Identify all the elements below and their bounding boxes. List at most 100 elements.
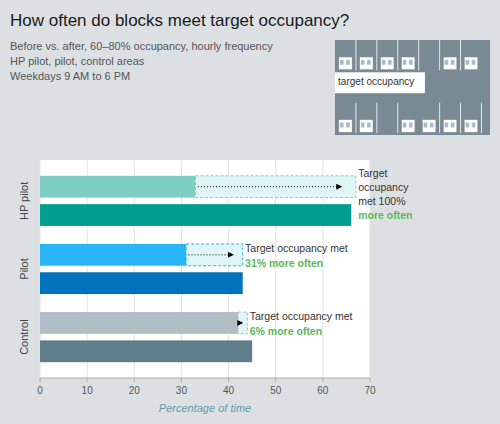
car-window <box>340 123 344 128</box>
tick-mark <box>370 378 371 382</box>
car-window <box>465 60 469 65</box>
tick-mark <box>181 378 182 382</box>
annotation: occupancy <box>358 181 409 193</box>
annotation: Target <box>358 167 387 179</box>
tick-label: 60 <box>317 385 329 396</box>
tick-mark <box>275 378 276 382</box>
tick-mark <box>322 378 323 382</box>
tick-mark <box>134 378 135 382</box>
spot-divider <box>439 40 440 70</box>
spot-divider <box>376 40 377 70</box>
tick-label: 40 <box>223 385 235 396</box>
car-window <box>472 60 476 65</box>
car <box>464 57 477 69</box>
subtitle: Before vs. after, 60–80% occupancy, hour… <box>10 40 273 52</box>
x-axis <box>40 378 370 379</box>
car-window <box>382 60 386 65</box>
car-window <box>340 60 344 65</box>
subtitle: HP pilot, pilot, control areas <box>10 55 145 67</box>
car <box>360 57 373 69</box>
bar-before <box>40 312 238 334</box>
car <box>464 120 477 132</box>
change-arrow <box>198 186 342 187</box>
subtitle: Weekdays 9 AM to 6 PM <box>10 70 130 82</box>
illustration-label-box <box>335 72 425 93</box>
chart: How often do blocks meet target occupanc… <box>0 0 500 424</box>
car <box>423 120 436 132</box>
car-window <box>388 60 392 65</box>
extension-box <box>238 312 247 334</box>
spot-divider <box>355 103 356 133</box>
car <box>444 57 457 69</box>
annotation: Target occupancy met <box>250 310 353 322</box>
tick-label: 70 <box>364 385 376 396</box>
tick-label: 10 <box>82 385 94 396</box>
spot-divider <box>397 40 398 70</box>
car <box>402 120 415 132</box>
car-window <box>424 123 428 128</box>
axis-label: Percentage of time <box>159 402 251 414</box>
category-label: HP pilot <box>18 182 30 220</box>
title: How often do blocks meet target occupanc… <box>10 11 349 30</box>
car-window <box>409 60 413 65</box>
car <box>381 57 394 69</box>
car-window <box>451 123 455 128</box>
plot-background <box>40 160 370 378</box>
car-window <box>430 123 434 128</box>
car <box>360 120 373 132</box>
extension-box <box>186 244 243 266</box>
car-window <box>465 123 469 128</box>
extension-box <box>196 176 356 198</box>
tick-mark <box>228 378 229 382</box>
car-window <box>472 123 476 128</box>
tick-mark <box>87 378 88 382</box>
annotation: Target occupancy met <box>245 242 348 254</box>
bar-after <box>40 204 351 226</box>
illustration-label: target occupancy <box>338 76 414 87</box>
car-window <box>346 60 350 65</box>
car-window <box>451 60 455 65</box>
annotation: 6% more often <box>250 325 322 337</box>
spot-divider <box>376 103 377 133</box>
annotation: 31% more often <box>245 257 323 269</box>
car-window <box>403 60 407 65</box>
car <box>339 57 352 69</box>
category-label: Control <box>18 319 30 354</box>
bar-before <box>40 176 196 198</box>
car-window <box>367 60 371 65</box>
car <box>402 57 415 69</box>
category-label: Pilot <box>18 258 30 279</box>
spot-divider <box>397 103 398 133</box>
marks <box>40 176 356 362</box>
tick-label: 0 <box>37 385 43 396</box>
bar-after <box>40 340 252 362</box>
car-window <box>403 123 407 128</box>
tick-label: 20 <box>129 385 141 396</box>
parking-illustration: target occupancy <box>335 40 490 135</box>
spot-divider <box>418 40 419 70</box>
annotation: met 100% <box>358 195 405 207</box>
car-window <box>409 123 413 128</box>
tick-label: 50 <box>270 385 282 396</box>
illustration-background <box>335 40 490 135</box>
spot-divider <box>460 103 461 133</box>
car <box>339 120 352 132</box>
tick-label: 30 <box>176 385 188 396</box>
annotation: more often <box>358 209 412 221</box>
car-window <box>445 123 449 128</box>
car-window <box>361 60 365 65</box>
bar-after <box>40 272 243 294</box>
car-window <box>445 60 449 65</box>
bar-before <box>40 244 186 266</box>
car-window <box>346 123 350 128</box>
car-window <box>367 123 371 128</box>
change-arrow <box>240 322 242 323</box>
spot-divider <box>481 103 482 133</box>
spot-divider <box>439 103 440 133</box>
change-arrow <box>189 254 234 255</box>
car <box>444 120 457 132</box>
spot-divider <box>355 40 356 70</box>
car-window <box>361 123 365 128</box>
spot-divider <box>460 40 461 70</box>
tick-mark <box>40 378 41 382</box>
